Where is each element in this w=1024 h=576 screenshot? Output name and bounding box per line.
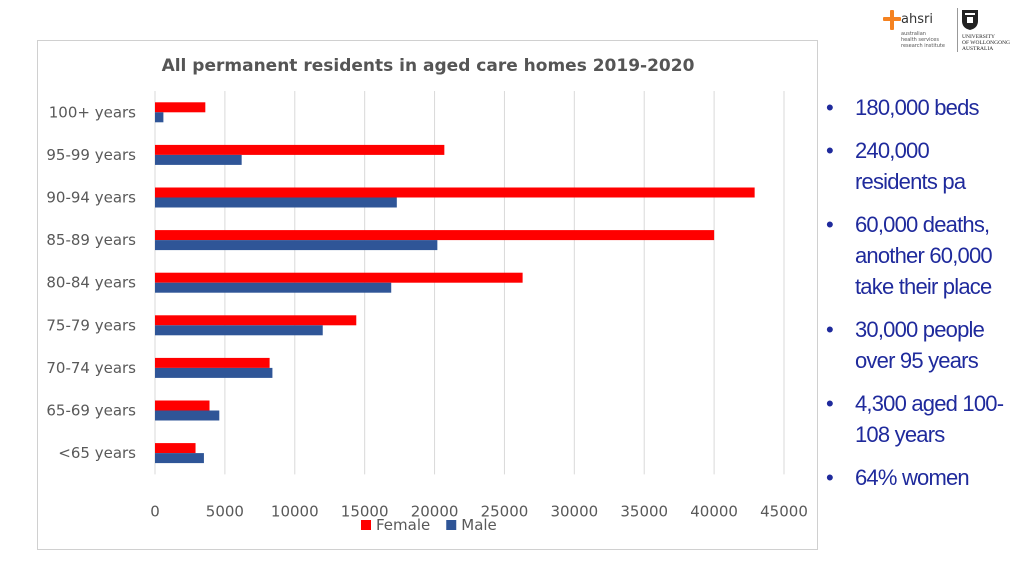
bar-female (155, 443, 196, 454)
bar-male (155, 410, 220, 421)
category-label: 80-84 years (46, 274, 136, 292)
uow-logo-text: UNIVERSITY OF WOLLONGONG AUSTRALIA (962, 34, 1011, 52)
fact-women: 64% women (826, 462, 1016, 493)
bar-female (155, 400, 210, 411)
ahsri-logo-name: ahsri (901, 12, 933, 27)
x-tick-label: 45000 (760, 502, 808, 520)
x-tick-label: 10000 (271, 502, 319, 520)
x-tick-label: 30000 (550, 502, 598, 520)
uow-crest-icon (962, 10, 978, 30)
category-label: 65-69 years (46, 402, 136, 420)
bar-female (155, 230, 715, 241)
legend-swatch-male (446, 520, 457, 530)
bar-female (155, 144, 445, 155)
x-tick-label: 35000 (620, 502, 668, 520)
category-label: 75-79 years (46, 316, 136, 334)
bar-male (155, 282, 392, 293)
x-tick-label: 15000 (341, 502, 389, 520)
x-tick-label: 25000 (481, 502, 529, 520)
legend-label-female: Female (376, 516, 430, 534)
category-label: 85-89 years (46, 231, 136, 249)
x-tick-label: 0 (150, 502, 160, 520)
bar-male (155, 453, 204, 464)
category-label: 100+ years (49, 103, 136, 121)
fact-over-95: 30,000 people over 95 years (826, 314, 1016, 376)
logo-divider (957, 8, 958, 52)
category-label: 90-94 years (46, 189, 136, 207)
ahsri-logo: ahsri australian health services researc… (883, 8, 955, 54)
bar-female (155, 357, 270, 368)
bars (155, 102, 755, 464)
ahsri-logo-subtitle: australian health services research inst… (901, 31, 945, 49)
bar-chart: All permanent residents in aged care hom… (46, 56, 808, 534)
x-tick-label: 20000 (411, 502, 459, 520)
bar-female (155, 187, 755, 198)
bar-male (155, 197, 397, 208)
bar-female (155, 102, 206, 113)
bar-male (155, 240, 438, 251)
uow-logo: UNIVERSITY OF WOLLONGONG AUSTRALIA (960, 8, 1016, 54)
category-label: 95-99 years (46, 146, 136, 164)
bar-male (155, 325, 323, 336)
category-label: <65 years (58, 444, 136, 462)
bar-female (155, 272, 523, 283)
chart-title: All permanent residents in aged care hom… (162, 56, 695, 76)
fact-beds: 180,000 beds (826, 92, 1016, 123)
legend: Female Male (361, 516, 497, 534)
ahsri-cross-icon (883, 10, 901, 30)
x-tick-label: 5000 (206, 502, 244, 520)
category-label: 70-74 years (46, 359, 136, 377)
key-facts-list: 180,000 beds 240,000 residents pa 60,000… (826, 92, 1016, 505)
fact-residents: 240,000 residents pa (826, 135, 1016, 197)
legend-label-male: Male (461, 516, 497, 534)
x-tick-label: 40000 (690, 502, 738, 520)
bar-male (155, 367, 273, 378)
chart-container: All permanent residents in aged care hom… (37, 40, 818, 550)
legend-swatch-female (361, 520, 371, 530)
bar-male (155, 154, 242, 165)
bar-male (155, 112, 164, 123)
x-tick-labels: 0 5000 10000 15000 20000 25000 30000 35000 40000… (150, 502, 808, 520)
bar-female (155, 315, 357, 326)
category-labels: 100+ years 95-99 years 90-94 years 85-89 ye… (46, 103, 136, 462)
fact-centenarians: 4,300 aged 100-108 years (826, 388, 1016, 450)
fact-deaths: 60,000 deaths, another 60,000 take their… (826, 209, 1016, 302)
